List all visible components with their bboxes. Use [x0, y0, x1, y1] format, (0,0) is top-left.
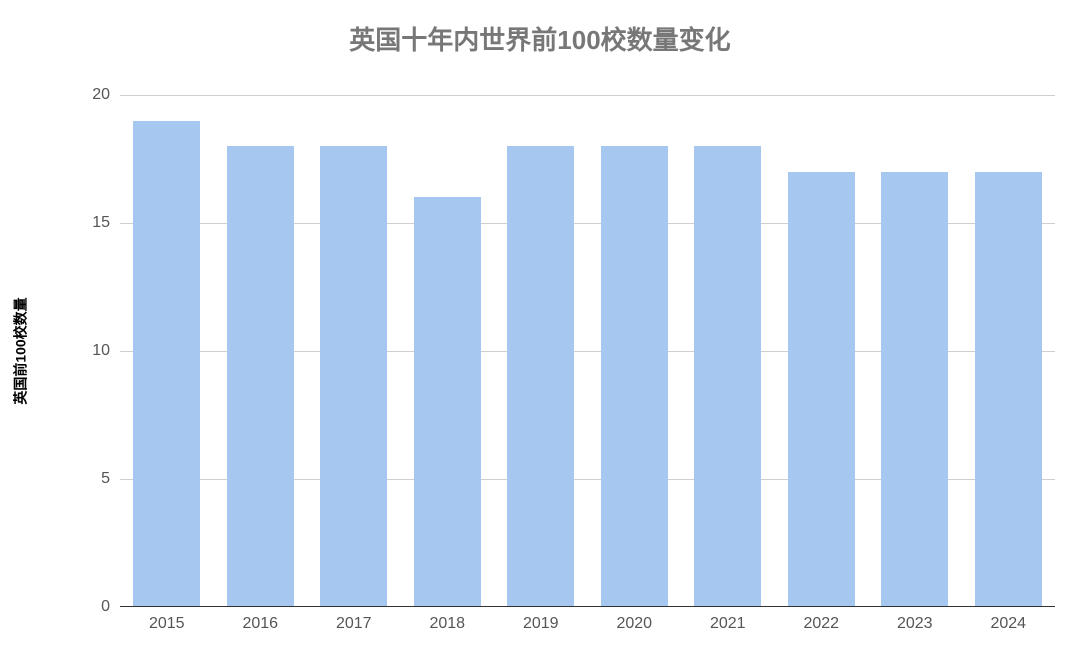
- bar: [414, 197, 481, 607]
- bar: [320, 146, 387, 607]
- bar-slot: [307, 95, 401, 607]
- xtick-label: 2016: [214, 615, 308, 633]
- bar-slot: [588, 95, 682, 607]
- plot-area: [120, 95, 1055, 607]
- ytick-label: 10: [75, 342, 110, 360]
- bar-slot: [681, 95, 775, 607]
- yaxis-title: 英国前100校数量: [11, 297, 31, 404]
- baseline: [120, 606, 1055, 607]
- bar-slot: [775, 95, 869, 607]
- bar: [601, 146, 668, 607]
- xtick-label: 2022: [775, 615, 869, 633]
- xtick-label: 2020: [588, 615, 682, 633]
- chart-container: 英国十年内世界前100校数量变化 英国前100校数量 2015201620172…: [0, 0, 1080, 668]
- xtick-label: 2021: [681, 615, 775, 633]
- xtick-label: 2023: [868, 615, 962, 633]
- ytick-label: 5: [75, 470, 110, 488]
- bars-row: [120, 95, 1055, 607]
- ytick-label: 0: [75, 598, 110, 616]
- xtick-label: 2024: [962, 615, 1056, 633]
- bar: [975, 172, 1042, 607]
- bar: [507, 146, 574, 607]
- bar: [788, 172, 855, 607]
- bar-slot: [214, 95, 308, 607]
- bar: [227, 146, 294, 607]
- chart-title-text: 英国十年内世界前100校数量变化: [349, 25, 730, 55]
- bar: [881, 172, 948, 607]
- ytick-label: 20: [75, 86, 110, 104]
- bar-slot: [120, 95, 214, 607]
- bar-slot: [401, 95, 495, 607]
- xtick-label: 2017: [307, 615, 401, 633]
- bar: [133, 121, 200, 607]
- ytick-label: 15: [75, 214, 110, 232]
- bar-slot: [962, 95, 1056, 607]
- bar-slot: [494, 95, 588, 607]
- xtick-label: 2019: [494, 615, 588, 633]
- bar: [694, 146, 761, 607]
- x-axis-labels: 2015201620172018201920202021202220232024: [120, 615, 1055, 633]
- bar-slot: [868, 95, 962, 607]
- chart-title: 英国十年内世界前100校数量变化: [0, 0, 1080, 57]
- xtick-label: 2018: [401, 615, 495, 633]
- xtick-label: 2015: [120, 615, 214, 633]
